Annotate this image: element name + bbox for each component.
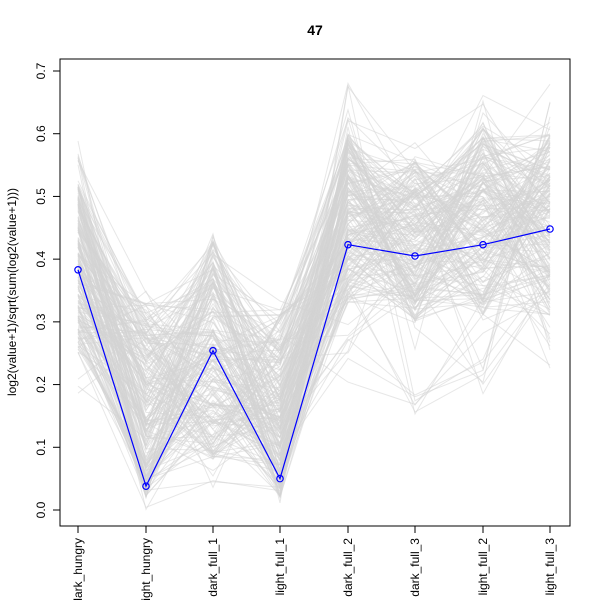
y-axis-label: log2(value+1)/sqrt(sum(log2(value+1))): [5, 188, 19, 396]
x-tick-label: dark_full_3: [408, 538, 422, 597]
background-line: [77, 94, 551, 389]
y-tick-label: 0.0: [34, 501, 48, 518]
background-lines: [77, 82, 551, 511]
chart-title: 47: [307, 22, 323, 38]
background-line: [77, 141, 551, 443]
data-point: [142, 482, 150, 491]
background-line: [77, 137, 551, 461]
background-line: [77, 251, 551, 490]
background-line: [77, 145, 551, 409]
x-axis: dark_hungry light_hungry dark_full_1 light_…: [71, 525, 557, 600]
series-group: [74, 225, 554, 491]
data-point: [344, 240, 352, 249]
background-line: [77, 147, 551, 490]
y-tick-label: 0.6: [34, 125, 48, 142]
x-tick-label: dark_hungry: [71, 538, 85, 600]
x-tick-label: light_hungry: [139, 538, 153, 600]
background-line: [77, 205, 551, 404]
data-point: [479, 240, 487, 249]
data-point: [74, 265, 82, 274]
y-tick-label: 0.1: [34, 439, 48, 456]
y-tick-label: 0.3: [34, 313, 48, 330]
background-line: [77, 112, 551, 472]
background-line: [77, 143, 551, 472]
background-line: [77, 128, 551, 407]
background-line: [77, 173, 551, 314]
background-line: [77, 133, 551, 467]
y-axis: 0.0 0.1 0.2 0.3 0.4 0.5 0.6 0.7: [34, 62, 61, 518]
y-tick-label: 0.4: [34, 250, 48, 267]
data-point: [546, 225, 554, 233]
background-line: [77, 140, 551, 498]
background-line: [77, 126, 551, 439]
x-tick-label: dark_full_1: [206, 538, 220, 597]
x-tick-label: dark_full_2: [341, 538, 355, 597]
x-tick-label: light_full_3: [543, 538, 557, 596]
data-point: [209, 346, 217, 355]
background-line: [77, 156, 551, 433]
background-line: [77, 116, 551, 457]
y-tick-label: 0.7: [34, 62, 48, 79]
x-tick-label: light_full_2: [476, 538, 490, 596]
background-line: [77, 162, 551, 461]
data-point: [276, 474, 284, 483]
background-line: [77, 144, 551, 472]
y-tick-label: 0.5: [34, 188, 48, 205]
background-line: [77, 85, 551, 504]
background-line: [77, 165, 551, 412]
background-line: [77, 178, 551, 458]
y-tick-label: 0.2: [34, 376, 48, 393]
background-line: [77, 231, 551, 492]
data-point: [411, 252, 419, 260]
x-tick-label: light_full_1: [273, 538, 287, 596]
background-line: [77, 179, 551, 465]
series-line: [77, 228, 551, 488]
background-line: [77, 204, 551, 424]
background-line: [77, 177, 551, 457]
background-line: [77, 101, 551, 470]
